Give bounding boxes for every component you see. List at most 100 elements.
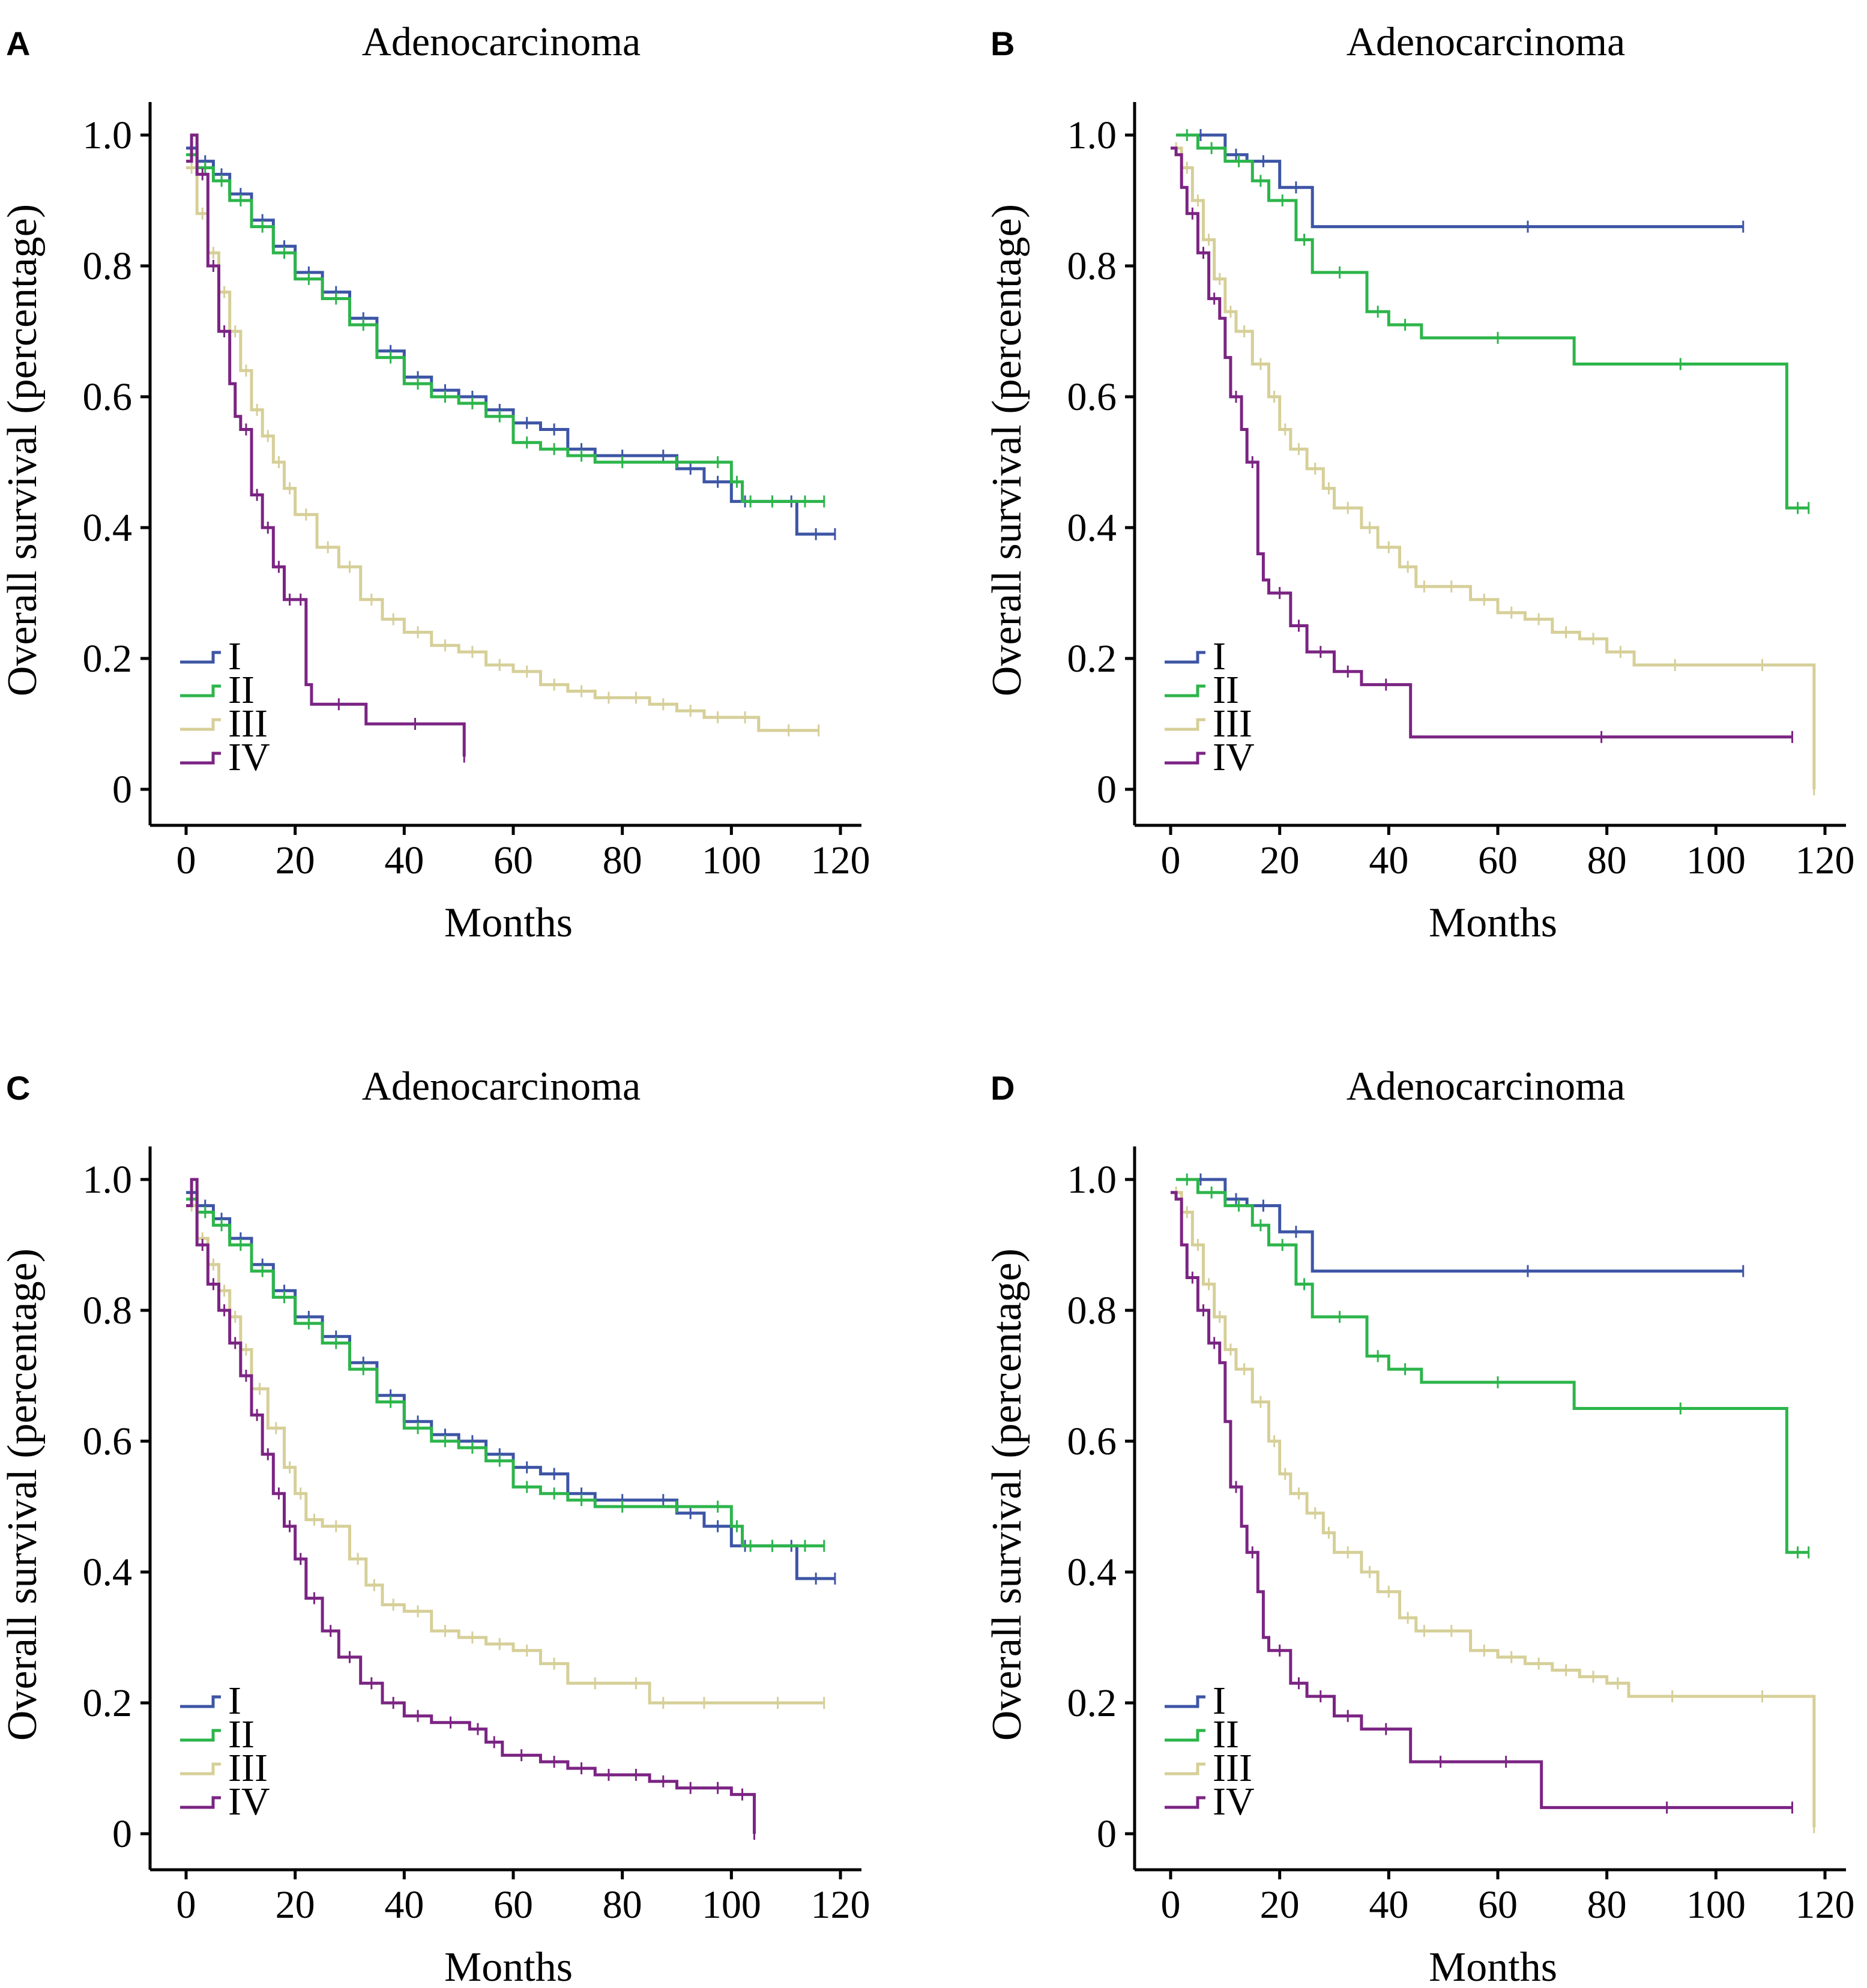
series-ii-curve: [186, 153, 824, 503]
legend-item-ii: II: [1165, 1712, 1239, 1756]
y-tick-label: 0.6: [83, 1420, 133, 1463]
legend-item-iv: IV: [1165, 1780, 1255, 1824]
y-tick-label: 1.0: [83, 113, 133, 157]
series-iv-curve: [186, 1178, 756, 1834]
panel-b: B Adenocarcinoma 0 0.2 0.4 0.6 0.8 1.0 0 20 40 60 80…: [984, 19, 1855, 946]
legend-label: III: [228, 1746, 268, 1790]
x-axis-label: Months: [1429, 1944, 1557, 1988]
x-tick-label: 60: [493, 839, 533, 882]
panel-letter: B: [991, 25, 1015, 62]
x-tick-label: 100: [1686, 1883, 1746, 1927]
y-tick-label: 0.6: [1067, 375, 1117, 419]
legend-label: III: [1213, 702, 1252, 746]
series-iv-curve: [1171, 146, 1793, 739]
x-tick-label: 80: [1587, 839, 1627, 882]
y-tick-label: 1.0: [83, 1158, 133, 1202]
x-tick-label: 0: [176, 839, 196, 882]
y-axis-label: Overall survival (percentage): [0, 1249, 46, 1741]
legend-label: II: [1213, 668, 1239, 712]
legend-swatch: [180, 752, 221, 765]
x-tick-label: 20: [276, 839, 315, 882]
y-tick-label: 0: [112, 768, 132, 812]
x-tick-label: 20: [1260, 839, 1300, 882]
legend-label: II: [228, 1712, 255, 1756]
x-axis-label: Months: [1429, 900, 1557, 946]
legend-item-iv: IV: [1165, 735, 1255, 779]
x-tick-label: 120: [1796, 1883, 1855, 1927]
legend-swatch: [1165, 752, 1205, 765]
y-tick-label: 0.8: [83, 244, 133, 288]
series-iii-curve: [1171, 146, 1816, 789]
legend-label: I: [1213, 634, 1226, 678]
y-tick-label: 0.8: [1067, 1289, 1117, 1333]
legend-item-i: I: [1165, 634, 1226, 678]
legend-swatch: [1165, 684, 1205, 697]
y-axis-label: Overall survival (percentage): [984, 1249, 1030, 1741]
legend-swatch: [180, 684, 221, 697]
legend-swatch: [1165, 1695, 1205, 1708]
x-tick-label: 80: [1587, 1883, 1627, 1927]
x-tick-label: 60: [1478, 839, 1518, 882]
legend-swatch: [1165, 1729, 1205, 1742]
panel-letter: C: [6, 1069, 30, 1107]
y-tick-label: 0.8: [1067, 244, 1117, 288]
y-tick-label: 0.4: [1067, 1550, 1117, 1594]
legend-item-ii: II: [1165, 668, 1239, 712]
legend-swatch: [180, 1729, 221, 1742]
y-tick-label: 0.2: [83, 1681, 133, 1725]
x-tick-label: 20: [276, 1883, 315, 1927]
y-tick-label: 1.0: [1067, 113, 1117, 157]
y-tick-label: 0: [1097, 1812, 1117, 1856]
panel-c: C Adenocarcinoma 0 0.2 0.4 0.6 0.8 1.0 0 20 40 60 80…: [0, 1063, 870, 1988]
panel-d: D Adenocarcinoma 0 0.2 0.4 0.6 0.8 1.0 0 20 40 60 80…: [984, 1063, 1855, 1988]
x-tick-label: 100: [702, 839, 761, 882]
y-tick-label: 0.8: [83, 1289, 133, 1333]
legend-label: II: [1213, 1712, 1239, 1756]
x-tick-label: 40: [1369, 839, 1408, 882]
chart-title: Adenocarcinoma: [1347, 1063, 1625, 1109]
legend-swatch: [1165, 1796, 1205, 1809]
x-axis-label: Months: [444, 900, 573, 946]
x-tick-label: 40: [384, 839, 424, 882]
legend-item-iv: IV: [180, 735, 270, 779]
x-tick-label: 0: [1161, 1883, 1181, 1927]
x-tick-label: 100: [1686, 839, 1746, 882]
panel-a: A Adenocarcinoma 0 0.2 0.4 0.6 0.8 1.0 0 20 40 60 80…: [0, 19, 870, 946]
legend-item-ii: II: [180, 668, 255, 712]
legend-item-ii: II: [180, 1712, 255, 1756]
x-tick-label: 120: [1796, 839, 1855, 882]
series-iv-curve: [186, 133, 466, 757]
series-iii-curve: [1171, 1191, 1816, 1828]
panel-letter: D: [991, 1069, 1015, 1107]
chart-title: Adenocarcinoma: [1347, 19, 1625, 64]
legend-swatch: [1165, 718, 1205, 731]
legend-label: III: [1213, 1746, 1252, 1790]
x-tick-label: 60: [1478, 1883, 1518, 1927]
series-iv-curve: [1171, 1191, 1793, 1809]
y-tick-label: 0: [112, 1812, 132, 1856]
legend-label: IV: [228, 735, 270, 779]
x-tick-label: 100: [702, 1883, 761, 1927]
series-iii-curve: [186, 166, 819, 732]
x-tick-label: 60: [493, 1883, 533, 1927]
legend-item-i: I: [180, 1679, 241, 1723]
legend-swatch: [180, 718, 221, 731]
y-tick-label: 0.4: [1067, 506, 1117, 550]
series-ii-curve: [1176, 133, 1809, 510]
legend-label: IV: [228, 1780, 270, 1824]
x-tick-label: 120: [811, 839, 870, 882]
series-ii-curve: [186, 1197, 824, 1547]
x-tick-label: 80: [603, 839, 642, 882]
y-tick-label: 0.2: [1067, 637, 1117, 681]
legend-item-iii: III: [1165, 1746, 1252, 1790]
legend-label: III: [228, 702, 268, 746]
legend-item-iv: IV: [180, 1780, 270, 1824]
x-tick-label: 80: [603, 1883, 642, 1927]
y-tick-label: 1.0: [1067, 1158, 1117, 1202]
chart-title: Adenocarcinoma: [362, 1063, 641, 1109]
y-axis-label: Overall survival (percentage): [0, 204, 46, 696]
y-tick-label: 0.6: [83, 375, 133, 419]
x-tick-label: 120: [811, 1883, 870, 1927]
y-axis-label: Overall survival (percentage): [984, 204, 1030, 696]
